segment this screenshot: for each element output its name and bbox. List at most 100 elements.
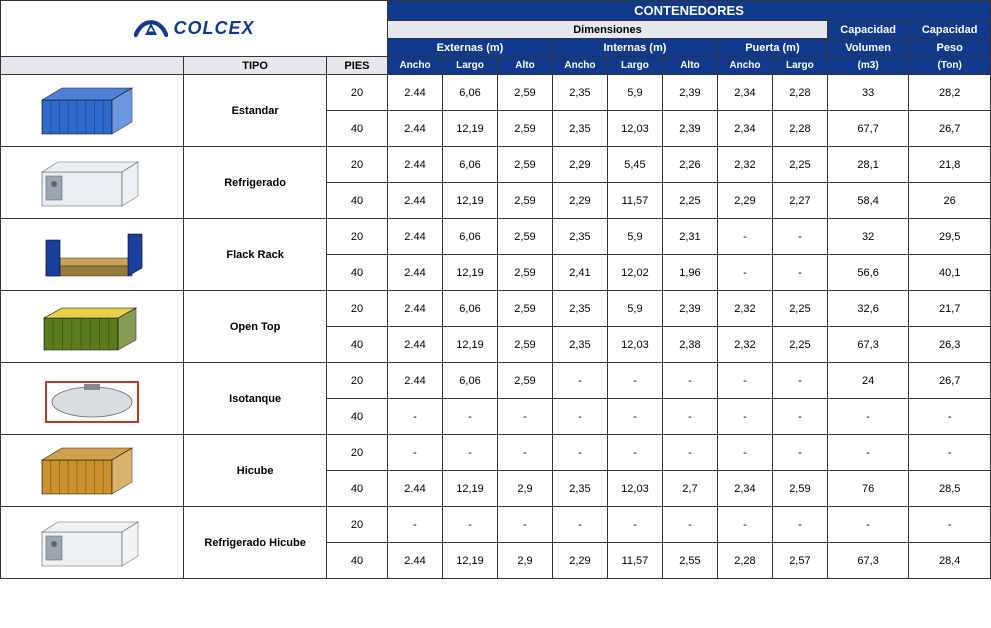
cell-pies: 20 <box>326 219 387 255</box>
cell-ext_largo: 12,19 <box>443 183 498 219</box>
cell-int_ancho: - <box>552 435 607 471</box>
cell-pies: 40 <box>326 111 387 147</box>
cell-pta_largo: 2,25 <box>772 147 827 183</box>
cell-pies: 40 <box>326 183 387 219</box>
cell-pta_largo: - <box>772 363 827 399</box>
cell-ext_ancho: 2.44 <box>388 111 443 147</box>
cell-int_ancho: 2,29 <box>552 543 607 579</box>
cell-peso: 26,7 <box>909 363 991 399</box>
header-blank <box>1 57 184 75</box>
cell-int_alto: 2,26 <box>662 147 717 183</box>
container-type-label: Flack Rack <box>184 219 327 291</box>
cell-int_largo: 12,02 <box>607 255 662 291</box>
cell-int_ancho: - <box>552 507 607 543</box>
cell-pies: 20 <box>326 75 387 111</box>
container-image-estandar <box>1 75 184 147</box>
cell-ext_ancho: 2.44 <box>388 75 443 111</box>
cell-pies: 40 <box>326 255 387 291</box>
header-ext-ancho: Ancho <box>388 57 443 75</box>
cell-vol: 32 <box>827 219 908 255</box>
cell-ext_largo: 12,19 <box>443 471 498 507</box>
cell-int_alto: 2,39 <box>662 291 717 327</box>
cell-peso: 28,4 <box>909 543 991 579</box>
cell-ext_alto: 2,59 <box>497 255 552 291</box>
header-ton: (Ton) <box>909 57 991 75</box>
cell-vol: 24 <box>827 363 908 399</box>
table-row: Hicube20---------- <box>1 435 991 471</box>
cell-pies: 40 <box>326 327 387 363</box>
cell-ext_largo: 6,06 <box>443 147 498 183</box>
cell-pta_largo: 2,28 <box>772 111 827 147</box>
cell-int_ancho: 2,35 <box>552 75 607 111</box>
container-type-label: Isotanque <box>184 363 327 435</box>
cell-vol: 32,6 <box>827 291 908 327</box>
header-capacidad-peso: Capacidad <box>909 21 991 39</box>
cell-int_largo: 5,9 <box>607 291 662 327</box>
cell-int_ancho: 2,29 <box>552 147 607 183</box>
cell-ext_ancho: 2.44 <box>388 291 443 327</box>
cell-pta_ancho: - <box>717 399 772 435</box>
cell-int_ancho: 2,35 <box>552 219 607 255</box>
cell-int_alto: 2,38 <box>662 327 717 363</box>
header-internas: Internas (m) <box>552 39 717 57</box>
cell-vol: 67,3 <box>827 543 908 579</box>
cell-ext_ancho: 2.44 <box>388 147 443 183</box>
cell-ext_alto: 2,59 <box>497 183 552 219</box>
cell-int_ancho: 2,35 <box>552 291 607 327</box>
cell-pies: 40 <box>326 471 387 507</box>
table-row: Estandar202.446,062,592,355,92,392,342,2… <box>1 75 991 111</box>
brand-logo-icon <box>134 16 168 42</box>
container-image-hicube <box>1 435 184 507</box>
cell-pta_largo: 2,25 <box>772 327 827 363</box>
header-dimensiones: Dimensiones <box>388 21 828 39</box>
cell-pta_ancho: - <box>717 363 772 399</box>
table-row: Open Top202.446,062,592,355,92,392,322,2… <box>1 291 991 327</box>
container-image-isotanque <box>1 363 184 435</box>
cell-ext_ancho: 2.44 <box>388 543 443 579</box>
cell-ext_ancho: 2.44 <box>388 219 443 255</box>
container-type-label: Estandar <box>184 75 327 147</box>
cell-ext_largo: 6,06 <box>443 291 498 327</box>
cell-int_ancho: 2,29 <box>552 183 607 219</box>
container-type-label: Refrigerado <box>184 147 327 219</box>
cell-peso: 28,2 <box>909 75 991 111</box>
header-capacidad-vol: Capacidad <box>827 21 908 39</box>
cell-int_alto: 2,25 <box>662 183 717 219</box>
cell-pta_largo: 2,25 <box>772 291 827 327</box>
cell-ext_ancho: 2.44 <box>388 183 443 219</box>
cell-ext_largo: 6,06 <box>443 363 498 399</box>
header-int-ancho: Ancho <box>552 57 607 75</box>
cell-peso: 28,5 <box>909 471 991 507</box>
cell-int_alto: 2,39 <box>662 111 717 147</box>
cell-ext_ancho: 2.44 <box>388 255 443 291</box>
cell-pies: 20 <box>326 435 387 471</box>
cell-ext_alto: - <box>497 435 552 471</box>
header-pta-ancho: Ancho <box>717 57 772 75</box>
cell-pta_ancho: 2,32 <box>717 147 772 183</box>
header-title: CONTENEDORES <box>388 1 991 21</box>
cell-peso: 26 <box>909 183 991 219</box>
cell-int_alto: 2,39 <box>662 75 717 111</box>
cell-pies: 40 <box>326 399 387 435</box>
cell-vol: 33 <box>827 75 908 111</box>
cell-pies: 20 <box>326 291 387 327</box>
cell-vol: - <box>827 399 908 435</box>
cell-pta_ancho: - <box>717 255 772 291</box>
cell-pta_ancho: - <box>717 219 772 255</box>
container-type-label: Refrigerado Hicube <box>184 507 327 579</box>
cell-ext_alto: 2,9 <box>497 543 552 579</box>
cell-int_alto: - <box>662 363 717 399</box>
cell-int_alto: 2,7 <box>662 471 717 507</box>
cell-int_alto: 2,31 <box>662 219 717 255</box>
header-ext-alto: Alto <box>497 57 552 75</box>
brand-cell: COLCEX <box>1 1 388 57</box>
container-type-label: Hicube <box>184 435 327 507</box>
cell-pta_ancho: 2,32 <box>717 327 772 363</box>
cell-vol: - <box>827 435 908 471</box>
cell-pta_largo: 2,57 <box>772 543 827 579</box>
cell-int_ancho: - <box>552 399 607 435</box>
cell-ext_ancho: 2.44 <box>388 363 443 399</box>
cell-peso: - <box>909 507 991 543</box>
cell-pta_ancho: 2,34 <box>717 471 772 507</box>
cell-ext_ancho: - <box>388 507 443 543</box>
